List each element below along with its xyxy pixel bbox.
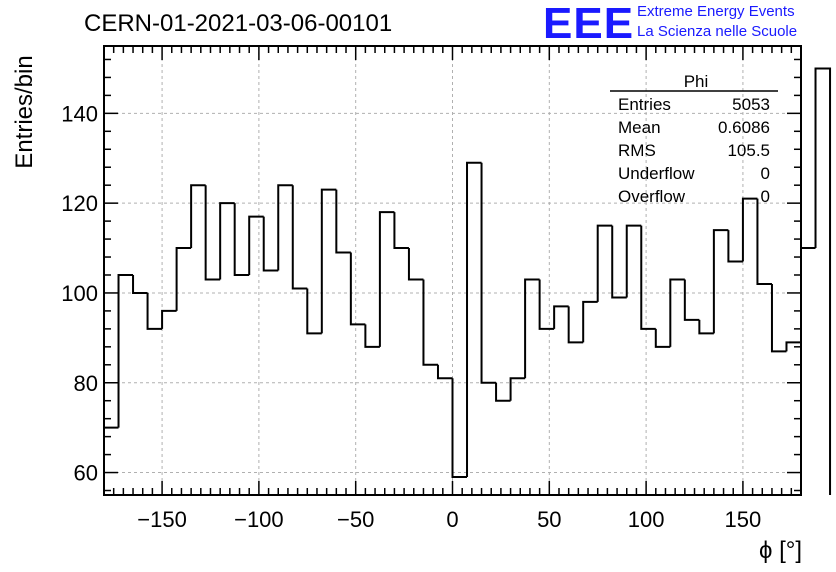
histogram-bin: [480, 162, 497, 384]
stats-row-value: 5053: [732, 95, 770, 114]
chart-title: CERN-01-2021-03-06-00101: [84, 10, 393, 37]
x-tick-label: −50: [337, 507, 374, 532]
histogram-bin: [378, 211, 395, 347]
histogram-bin: [349, 252, 366, 326]
y-tick-label: 60: [74, 461, 98, 486]
stats-row-label: Underflow: [618, 164, 695, 183]
histogram-bin: [233, 203, 250, 276]
stats-box: Phi Entries 5053 Mean 0.6086 RMS 105.5 Underfl…: [610, 72, 778, 206]
histogram-bin: [132, 274, 148, 294]
histogram-bin: [495, 382, 511, 402]
histogram-bin: [683, 279, 700, 321]
x-tick-label: −100: [234, 507, 284, 532]
stats-row-label: Overflow: [618, 187, 686, 206]
x-tick-label: 150: [725, 507, 762, 532]
histogram-bin: [306, 288, 322, 335]
histogram-bin: [625, 224, 642, 298]
stats-row-label: RMS: [618, 141, 656, 160]
tick-labels: −150 −100 −50 0 50 100 150 60 80 100 120 140: [61, 101, 761, 532]
stats-row-value: 0.6086: [718, 118, 770, 137]
histogram-bin: [582, 300, 598, 343]
histogram-bin: [770, 283, 787, 353]
eee-logo: EEE: [543, 0, 635, 48]
histogram-bin: [814, 67, 832, 495]
histogram-bin: [712, 229, 729, 334]
histogram-bin: [466, 161, 482, 478]
histogram-bin: [190, 184, 206, 249]
histogram-bin: [436, 364, 453, 380]
histogram-bin: [422, 279, 438, 366]
histogram-bin: [654, 328, 671, 348]
x-tick-label: 0: [446, 507, 458, 532]
histogram-bin: [567, 306, 584, 344]
stats-title: Phi: [684, 72, 709, 91]
histogram-bin: [364, 324, 380, 348]
histogram-bin: [698, 319, 714, 335]
histogram-bin: [262, 216, 279, 272]
y-tick-label: 80: [74, 371, 98, 396]
histogram-bin: [146, 292, 163, 330]
histogram-bin: [611, 225, 627, 299]
logo-subtitle-line2: La Scienza nelle Scuole: [637, 23, 798, 40]
stats-row-label: Mean: [618, 118, 661, 137]
y-tick-label: 140: [61, 101, 98, 126]
axis-ticks: [104, 46, 801, 495]
histogram-bin: [727, 230, 743, 263]
histogram-bin: [524, 278, 540, 379]
stats-row-value: 0: [761, 164, 770, 183]
x-axis-title: ϕ [°]: [759, 537, 802, 564]
histogram-bin: [291, 185, 308, 290]
y-axis-title: Entries/bin: [11, 55, 38, 168]
stats-row-value: 105.5: [727, 141, 770, 160]
histogram-bin: [335, 189, 351, 254]
histogram-bin: [596, 224, 613, 302]
stats-row-value: 0: [761, 187, 770, 206]
histogram-bin: [219, 202, 235, 280]
y-tick-label: 100: [61, 281, 98, 306]
histogram-bin: [756, 198, 772, 285]
x-tick-label: 100: [628, 507, 665, 532]
histogram-bin: [800, 247, 816, 343]
histogram-bin: [640, 225, 656, 330]
histogram-bin: [175, 247, 192, 311]
histogram-bin: [509, 377, 526, 401]
histogram-bin: [669, 278, 685, 347]
stats-row-label: Entries: [618, 95, 671, 114]
histogram-bin: [248, 215, 264, 275]
histogram-bin: [161, 309, 177, 329]
histogram-bin: [407, 248, 424, 281]
stats-rows: Entries 5053 Mean 0.6086 RMS 105.5 Underflow 0 O…: [618, 95, 770, 206]
histogram-bin: [538, 279, 555, 330]
histogram-bin: [741, 197, 758, 262]
histogram-bin: [785, 341, 801, 352]
histogram-bin: [204, 185, 221, 281]
x-tick-label: 50: [537, 507, 561, 532]
logo-subtitle-line1: Extreme Energy Events: [637, 3, 795, 20]
histogram-bin: [451, 378, 468, 479]
y-tick-label: 120: [61, 191, 98, 216]
x-tick-label: −150: [137, 507, 187, 532]
histogram-bin: [103, 426, 119, 495]
histogram-steps: [103, 67, 832, 495]
plot-frame: [103, 45, 802, 496]
histogram-bin: [393, 212, 409, 250]
histogram-bin: [553, 305, 569, 329]
histogram-bin: [277, 184, 293, 271]
histogram-bin: [117, 273, 134, 428]
histogram-bin: [320, 188, 337, 334]
